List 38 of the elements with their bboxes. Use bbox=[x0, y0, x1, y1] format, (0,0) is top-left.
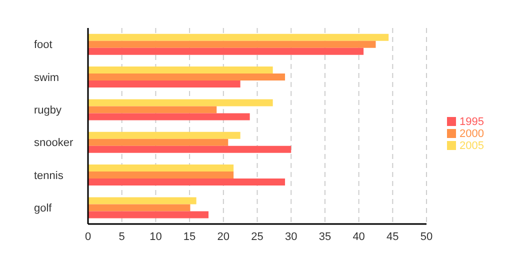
bar bbox=[88, 197, 196, 204]
bar bbox=[88, 178, 286, 186]
x-tick-label: 10 bbox=[150, 230, 162, 243]
x-tick-label: 40 bbox=[352, 230, 365, 243]
x-tick-label: 45 bbox=[386, 230, 399, 243]
x-tick-label: 50 bbox=[420, 230, 433, 243]
y-tick-label: snooker bbox=[34, 137, 74, 150]
legend-label: 1995 bbox=[460, 116, 484, 128]
bar bbox=[88, 113, 250, 120]
x-tick-label: 25 bbox=[251, 230, 264, 243]
y-tick-label: rugby bbox=[34, 104, 62, 117]
bar bbox=[88, 211, 209, 218]
y-tick-label: golf bbox=[34, 202, 53, 215]
bar bbox=[88, 172, 234, 179]
y-tick-label: tennis bbox=[34, 170, 64, 182]
x-tick-label: 35 bbox=[318, 230, 332, 243]
x-tick-label: 15 bbox=[183, 230, 196, 243]
x-tick-label: 30 bbox=[284, 230, 298, 243]
bar bbox=[88, 40, 376, 48]
bar bbox=[88, 99, 273, 106]
x-tick-label: 5 bbox=[118, 230, 125, 243]
bar bbox=[88, 66, 273, 74]
x-tick-label: 20 bbox=[217, 230, 230, 243]
bar bbox=[88, 146, 292, 153]
bar bbox=[88, 164, 234, 172]
legend-label: 2000 bbox=[460, 128, 484, 140]
bar bbox=[88, 132, 240, 139]
x-tick-label: 0 bbox=[84, 230, 92, 243]
bar bbox=[88, 74, 286, 81]
bar bbox=[88, 34, 389, 41]
bar bbox=[88, 138, 228, 146]
bar bbox=[88, 106, 217, 114]
y-tick-label: swim bbox=[34, 72, 60, 84]
bar bbox=[88, 204, 190, 212]
bar bbox=[88, 48, 364, 55]
y-tick-label: foot bbox=[34, 39, 52, 52]
legend-label: 2005 bbox=[460, 140, 484, 152]
bar bbox=[88, 80, 240, 88]
